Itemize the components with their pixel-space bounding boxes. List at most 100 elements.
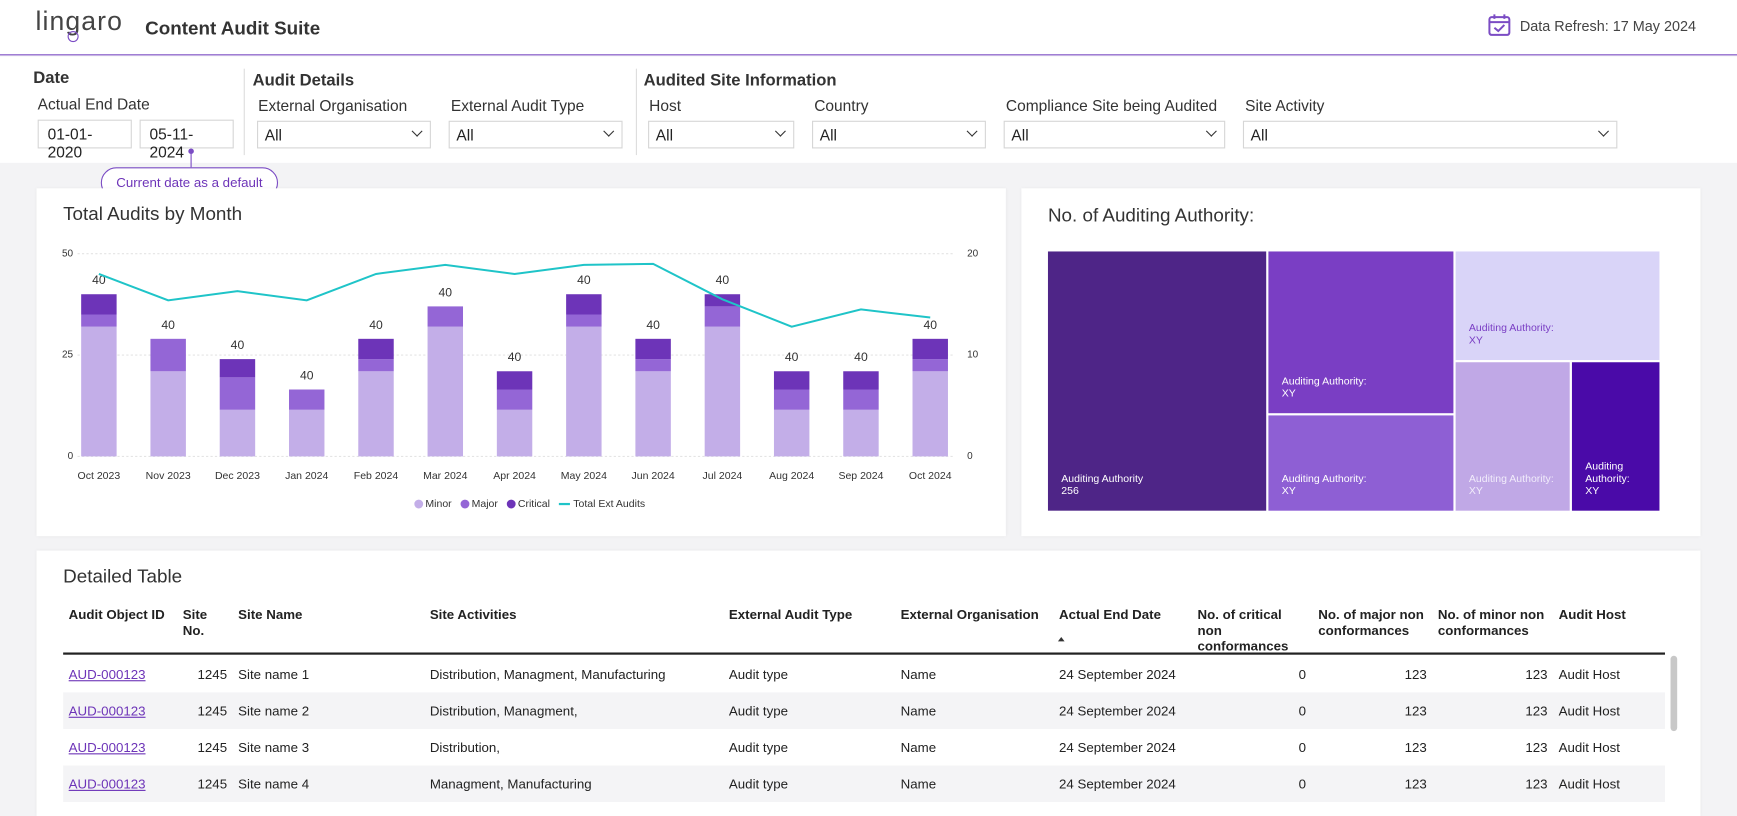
audit-link[interactable]: AUD-000123 <box>68 666 146 683</box>
calendar-icon <box>1488 14 1511 36</box>
dropdown[interactable]: All <box>648 120 795 149</box>
cell: 24 September 2024 <box>1059 776 1176 793</box>
column-header: No. of minor non conformances <box>1437 607 1545 639</box>
y-tick-label: 0 <box>68 451 74 462</box>
logo[interactable]: lingaro <box>35 6 124 37</box>
column-header: Site Activities <box>429 607 517 623</box>
cell: Site name 1 <box>238 666 310 683</box>
x-tick-label: May 2024 <box>561 470 607 482</box>
column-header: Actual End Date <box>1059 607 1161 623</box>
chart: Total Audits by Month 0 25 50 0 10 20 Oct 2023… <box>62 203 979 510</box>
bar-segment <box>912 338 948 360</box>
filter-heading: Audited Site Information <box>643 70 837 90</box>
legend-label: Total Ext Audits <box>573 498 645 510</box>
bar-total-label: 40 <box>231 338 245 352</box>
column-header: External Audit Type <box>728 607 853 623</box>
column-header: External Organisation <box>900 607 1039 623</box>
cell: Distribution, Managment, <box>429 703 578 719</box>
audit-link[interactable]: AUD-000123 <box>68 703 146 719</box>
y-tick-label: 50 <box>62 248 74 259</box>
cell: 0 <box>1298 666 1307 683</box>
chart-title: Total Audits by Month <box>63 203 242 224</box>
bar-segment <box>427 326 464 457</box>
cell: 123 <box>1404 666 1427 683</box>
column-header: Audit Object ID <box>68 607 165 623</box>
treemap-value: 256 <box>1061 485 1079 498</box>
bar-segment <box>427 306 464 327</box>
treemap-value: XY <box>1585 485 1600 498</box>
callout-dot <box>188 148 194 154</box>
treemap-title: No. of Auditing Authority: <box>1047 204 1255 226</box>
divider <box>635 68 637 156</box>
dropdown[interactable]: All <box>448 120 623 149</box>
app-title: Content Audit Suite <box>145 17 321 39</box>
row-band <box>63 765 1665 803</box>
bar-segment <box>496 371 533 390</box>
scrollbar[interactable] <box>1670 655 1678 732</box>
bar-segment <box>635 371 671 457</box>
audit-link[interactable]: AUD-000123 <box>68 739 146 756</box>
dropdown[interactable]: All <box>1242 120 1618 149</box>
data-refresh: Data Refresh: 17 May 2024 <box>1519 17 1696 35</box>
filter-heading: Audit Details <box>252 70 355 90</box>
x-tick-label: Oct 2024 <box>909 470 952 482</box>
treemap-label: Auditing Authority: XY <box>1469 473 1561 497</box>
treemap-label-text: Auditing Authority: <box>1281 473 1367 486</box>
treemap-label: Auditing Authority: XY <box>1282 376 1445 400</box>
bar-segment <box>358 371 394 457</box>
chevron <box>411 125 423 137</box>
bar-segment <box>358 359 394 372</box>
bar-segment <box>566 314 602 327</box>
dropdown[interactable]: All <box>1003 120 1226 149</box>
bar-segment <box>219 377 256 410</box>
treemap-label: Auditing Authority 256 <box>1061 473 1257 497</box>
bar-segment <box>150 371 186 457</box>
filter-label: Compliance Site being Audited <box>1005 96 1218 115</box>
chevron <box>1205 125 1217 137</box>
date-input[interactable]: 05-11-2024 <box>139 119 234 161</box>
cell: 0 <box>1298 739 1307 756</box>
treemap-value: XY <box>1281 387 1296 400</box>
y-tick-label: 25 <box>62 350 74 361</box>
treemap-value: XY <box>1468 485 1483 498</box>
date-input[interactable]: 01-01-2020 <box>37 119 132 161</box>
treemap-label-text: Auditing Authority: <box>1468 322 1554 335</box>
cell: 123 <box>1525 666 1548 683</box>
cell: Audit Host <box>1558 776 1620 793</box>
dropdown[interactable]: All <box>257 120 431 149</box>
treemap-node: Auditing Authority: XY <box>1455 362 1570 511</box>
cell: Managment, Manufacturing <box>429 776 592 793</box>
cell: Site name 3 <box>238 739 310 756</box>
cell: 24 September 2024 <box>1059 666 1176 683</box>
cell: Name <box>900 666 937 683</box>
filter-label: Site Activity <box>1245 96 1325 115</box>
legend-label: Minor <box>425 498 452 510</box>
bar-segment <box>912 371 948 457</box>
y2-tick-label: 0 <box>967 451 973 462</box>
column-header: No. of critical non conformances <box>1197 607 1289 654</box>
bar-segment <box>289 409 325 457</box>
column-header: No. of major non conformances <box>1318 607 1424 639</box>
bar-total-label: 40 <box>439 285 453 299</box>
filter-heading: Date <box>33 68 70 88</box>
bar-total-label: 40 <box>369 318 383 332</box>
dropdown[interactable]: All <box>812 120 986 149</box>
treemap-node: Auditing Authority: XY <box>1268 251 1454 414</box>
dropdown-value: All <box>655 126 674 145</box>
treemap-node: Auditing Authority 256 <box>1047 251 1267 511</box>
cell: Distribution, <box>429 739 501 756</box>
bar-total-label: 40 <box>92 273 106 287</box>
audit-link[interactable]: AUD-000123 <box>68 776 146 793</box>
bar-segment <box>704 326 741 457</box>
dropdown-value: All <box>1250 126 1268 145</box>
cell: Audit Host <box>1558 666 1620 683</box>
cell: Audit type <box>728 776 789 793</box>
filter-label: Host <box>649 96 682 115</box>
bar-segment <box>219 359 256 378</box>
bar-total-label: 40 <box>785 350 799 364</box>
cell: 24 September 2024 <box>1059 739 1176 756</box>
bar-segment <box>912 359 948 372</box>
bar-segment <box>635 338 671 360</box>
x-tick-label: Nov 2023 <box>146 470 191 482</box>
